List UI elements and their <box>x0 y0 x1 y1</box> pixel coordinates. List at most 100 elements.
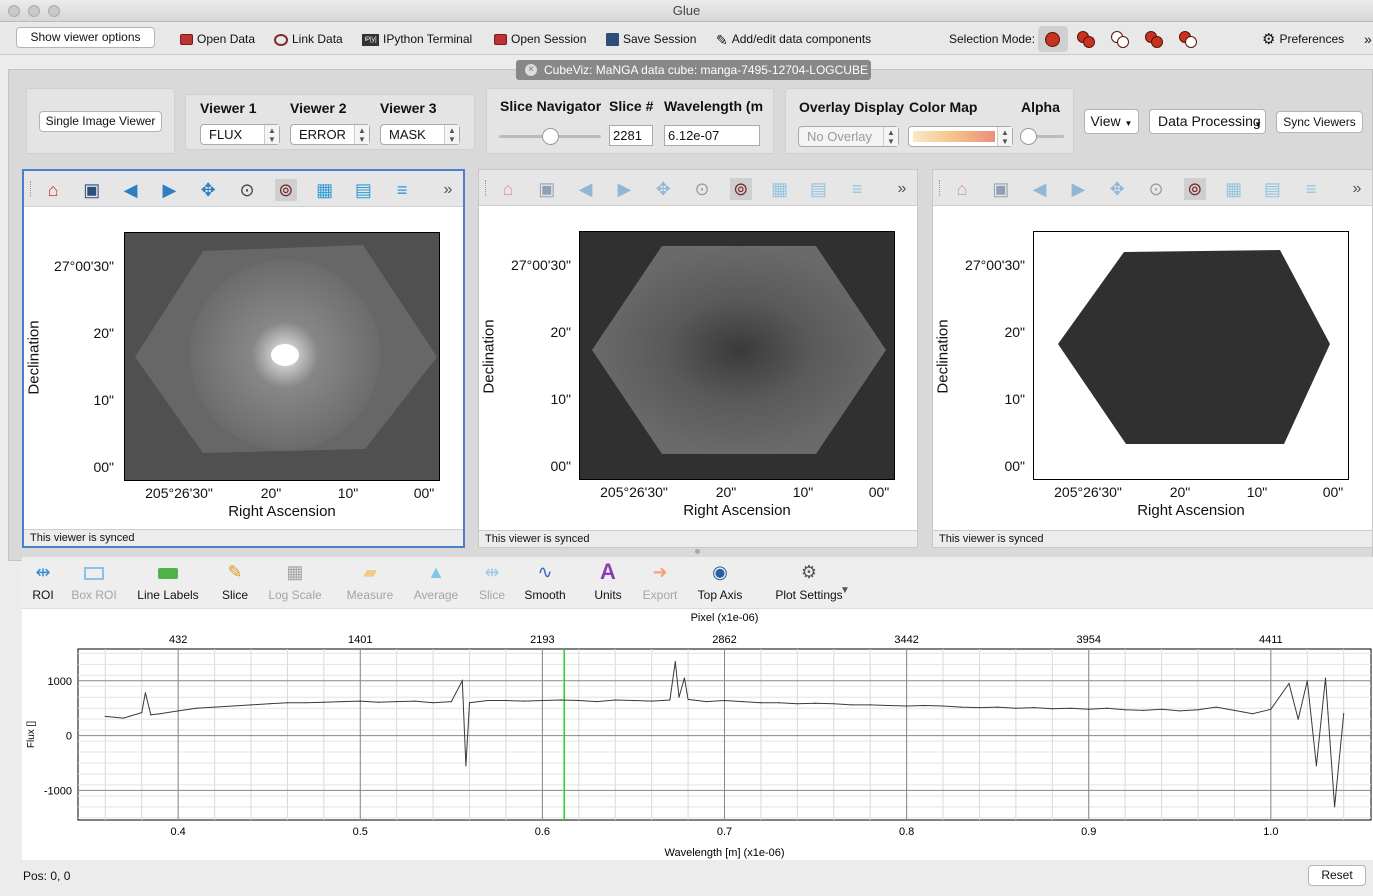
back-icon[interactable]: ◀ <box>1032 179 1047 199</box>
slice-operation-tool[interactable]: ⇹ Slice <box>474 557 510 609</box>
y-tick-label: 0 <box>66 731 72 743</box>
forward-icon[interactable]: ▶ <box>162 180 177 200</box>
floppy-icon[interactable]: ▣ <box>538 179 556 199</box>
single-image-viewer-button[interactable]: Single Image Viewer <box>39 111 162 132</box>
cubeviz-tab[interactable]: × CubeViz: MaNGA data cube: manga-7495-1… <box>516 60 871 80</box>
box-roi-tool[interactable]: Box ROI <box>68 557 120 609</box>
open-data-button[interactable]: Open Data <box>180 31 255 47</box>
viewer3-select[interactable]: MASK ▲ ▼ <box>380 124 460 145</box>
pan-icon[interactable]: ✥ <box>1109 179 1125 199</box>
overflow-icon[interactable]: » <box>897 180 907 197</box>
roi-tool[interactable]: ⇹ ROI <box>22 557 64 609</box>
spectrum-point <box>104 715 106 718</box>
spectrum-point <box>1033 707 1035 709</box>
plot-settings-dropdown-icon[interactable]: ▼ <box>840 585 850 596</box>
add-edit-components-button[interactable]: ✎ Add/edit data components <box>716 31 872 48</box>
average-tool[interactable]: ▲ Average <box>412 557 460 609</box>
selection-mode-or[interactable] <box>1072 26 1102 52</box>
scatter-select-icon[interactable]: ▦ <box>1225 179 1243 199</box>
data-processing-menu-button[interactable]: Data Processing ▼ <box>1149 109 1266 134</box>
show-viewer-options-button[interactable]: Show viewer options <box>16 27 155 48</box>
units-tool[interactable]: A Units <box>590 557 626 609</box>
scatter-select-icon[interactable]: ▦ <box>316 180 334 200</box>
close-window-button[interactable] <box>8 5 20 17</box>
back-icon[interactable]: ◀ <box>123 180 138 200</box>
contour-icon[interactable]: ▤ <box>354 180 372 200</box>
sliders-icon[interactable]: ≡ <box>1305 179 1317 199</box>
top-axis-tool[interactable]: ◉ Top Axis <box>694 557 746 609</box>
alpha-slider-handle[interactable] <box>1020 128 1037 145</box>
top-tick-label: 4411 <box>1259 634 1283 646</box>
image-viewer-1[interactable]: ⌂ ▣ ◀ ▶ ✥ ⊙ ⊚ ▦ ▤ ≡ » 27°00'30" 20" 10" 00" 205°26'30" 2… <box>22 169 465 548</box>
contour-icon[interactable]: ▤ <box>1263 179 1281 199</box>
zoom-icon[interactable]: ⊙ <box>1148 179 1164 199</box>
image-plot[interactable] <box>579 231 895 480</box>
spectrum-point <box>1124 709 1126 711</box>
back-icon[interactable]: ◀ <box>578 179 593 199</box>
pan-icon[interactable]: ✥ <box>200 180 216 200</box>
toolbar-overflow-button[interactable]: » <box>1364 31 1372 47</box>
slice-number-input[interactable]: 2281 <box>609 125 653 146</box>
smooth-tool[interactable]: ∿ Smooth <box>522 557 568 609</box>
image-plot[interactable] <box>124 232 440 481</box>
line-labels-tool[interactable]: Line Labels <box>130 557 206 609</box>
viewer2-select[interactable]: ERROR ▲ ▼ <box>290 124 370 145</box>
viewer1-select[interactable]: FLUX ▲ ▼ <box>200 124 280 145</box>
log-scale-tool[interactable]: ▦ Log Scale <box>264 557 326 609</box>
home-icon[interactable]: ⌂ <box>47 180 59 200</box>
sliders-icon[interactable]: ≡ <box>396 180 408 200</box>
selection-mode-xor[interactable] <box>1140 26 1170 52</box>
selection-mode-not[interactable] <box>1174 26 1204 52</box>
plot-settings-tool[interactable]: ⚙ Plot Settings <box>764 557 854 609</box>
zoom-icon[interactable]: ⊙ <box>694 179 710 199</box>
image-canvas <box>592 246 886 454</box>
slice-slider[interactable] <box>499 127 601 147</box>
forward-icon[interactable]: ▶ <box>617 179 632 199</box>
home-icon[interactable]: ⌂ <box>956 179 968 199</box>
colormap-select[interactable]: ▲ ▼ <box>908 126 1013 147</box>
splitter-handle[interactable] <box>695 549 700 554</box>
spectrum-point <box>924 704 926 707</box>
selection-mode-replace[interactable] <box>1038 26 1068 52</box>
home-icon[interactable]: ⌂ <box>502 179 514 199</box>
view-menu-button[interactable]: View ▼ <box>1084 109 1139 134</box>
overlay-select[interactable]: No Overlay ▲ ▼ <box>798 126 899 147</box>
link-icon[interactable]: ⊚ <box>1183 178 1206 200</box>
zoom-window-button[interactable] <box>48 5 60 17</box>
preferences-button[interactable]: ⚙ Preferences <box>1262 30 1345 48</box>
sliders-icon[interactable]: ≡ <box>851 179 863 199</box>
spectrum-chart[interactable]: 0.4 0.5 0.6 0.7 0.8 0.9 1.0 1000 0 -1000 432 1401 21… <box>22 609 1373 860</box>
ipython-terminal-button[interactable]: IP[y] IPython Terminal <box>362 31 472 47</box>
image-plot[interactable] <box>1033 231 1349 480</box>
link-icon[interactable]: ⊚ <box>729 178 752 200</box>
overflow-icon[interactable]: » <box>1352 180 1362 197</box>
spectrum-point <box>465 765 467 767</box>
alpha-slider[interactable] <box>1020 127 1064 147</box>
slice-tool[interactable]: ✎ Slice <box>218 557 252 609</box>
scatter-select-icon[interactable]: ▦ <box>771 179 789 199</box>
measure-tool[interactable]: ▰ Measure <box>344 557 396 609</box>
wavelength-input[interactable]: 6.12e-07 <box>664 125 760 146</box>
save-session-button[interactable]: Save Session <box>606 31 696 47</box>
image-viewer-2[interactable]: ⌂ ▣ ◀ ▶ ✥ ⊙ ⊚ ▦ ▤ ≡ » 27°00'30" 20" 10" 00" 205°26'30" 2… <box>478 169 918 548</box>
contour-icon[interactable]: ▤ <box>809 179 827 199</box>
x-tick-label: 20" <box>260 485 282 501</box>
link-icon[interactable]: ⊚ <box>274 179 297 201</box>
zoom-icon[interactable]: ⊙ <box>239 180 255 200</box>
spectrum-point <box>906 705 908 707</box>
reset-button[interactable]: Reset <box>1308 865 1366 886</box>
selection-mode-and[interactable] <box>1106 26 1136 52</box>
slice-slider-handle[interactable] <box>541 128 559 145</box>
image-viewer-3[interactable]: ⌂ ▣ ◀ ▶ ✥ ⊙ ⊚ ▦ ▤ ≡ » 27°00'30" 20" 10" 00" 205°26'30" 2… <box>932 169 1373 548</box>
sync-viewers-button[interactable]: Sync Viewers <box>1276 111 1363 133</box>
forward-icon[interactable]: ▶ <box>1071 179 1086 199</box>
close-tab-icon[interactable]: × <box>525 64 537 76</box>
link-data-button[interactable]: Link Data <box>274 31 343 47</box>
overflow-icon[interactable]: » <box>443 181 453 198</box>
floppy-icon[interactable]: ▣ <box>83 180 101 200</box>
pan-icon[interactable]: ✥ <box>655 179 671 199</box>
open-session-button[interactable]: Open Session <box>494 31 586 47</box>
minimize-window-button[interactable] <box>28 5 40 17</box>
floppy-icon[interactable]: ▣ <box>992 179 1010 199</box>
export-tool[interactable]: ➜ Export <box>638 557 682 609</box>
